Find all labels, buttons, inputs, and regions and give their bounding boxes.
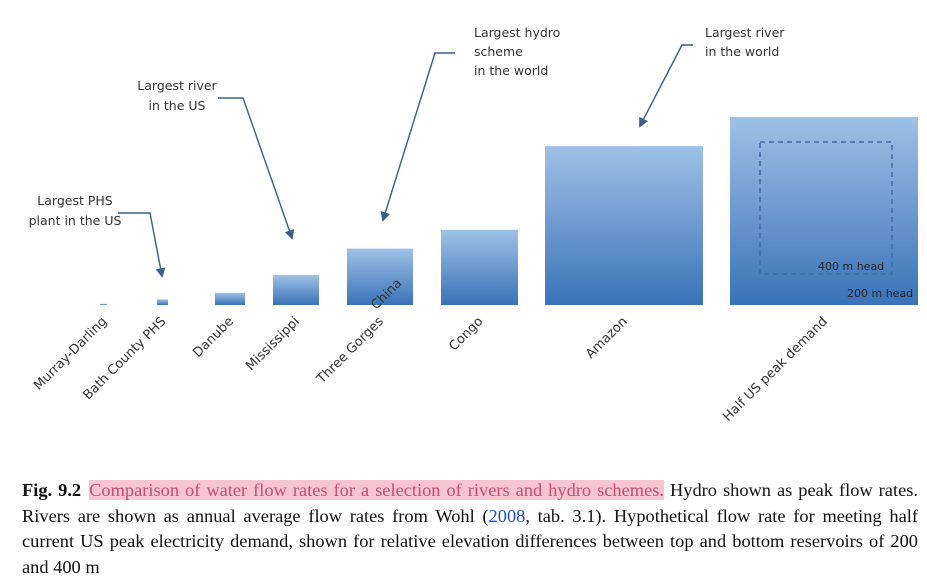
annotation-text: in the world xyxy=(474,63,548,78)
label-200m-head: 200 m head xyxy=(847,287,913,300)
figure-caption: Fig. 9.2 Comparison of water flow rates f… xyxy=(22,478,918,580)
reference-link[interactable]: 2008 xyxy=(488,505,526,526)
inner-400m-head-box xyxy=(759,141,893,275)
annotation-mississippi: Largest river in the US xyxy=(137,78,295,240)
annotation-arrow xyxy=(639,44,693,128)
annotation-arrow xyxy=(218,97,295,240)
annotation-text: plant in the US xyxy=(29,213,122,228)
bar-amazon xyxy=(545,146,703,305)
category-label-congo: Congo xyxy=(446,314,486,354)
bar-mississippi xyxy=(273,274,319,305)
annotation-arrow xyxy=(380,52,455,222)
label-400m-head: 400 m head xyxy=(818,260,884,273)
annotation-text: Largest river xyxy=(137,78,217,93)
annotation-arrow xyxy=(118,212,166,278)
bar-bath-county-phs xyxy=(157,299,168,305)
annotation-text: Largest hydro xyxy=(474,25,560,40)
annotation-amazon: Largest river in the world xyxy=(639,25,785,128)
caption-text-1: Hydro shown as peak flow rates. Rivers a… xyxy=(22,480,918,526)
annotation-bath-county-phs: Largest PHS plant in the US xyxy=(29,193,166,278)
annotation-text: in the world xyxy=(705,44,779,59)
bar-murray-darling xyxy=(100,303,107,305)
bar-danube xyxy=(215,292,245,305)
annotation-text: in the US xyxy=(149,98,206,113)
caption-highlight: Comparison of water flow rates for a sel… xyxy=(89,480,664,500)
caption-text-2: , tab. 3.1). Hypothetical flow rate for … xyxy=(22,505,918,577)
annotation-text: scheme xyxy=(474,44,523,59)
category-label-danube: Danube xyxy=(190,314,236,360)
annotation-three-gorges-china: Largest hydro scheme in the world xyxy=(380,25,560,222)
bar-three-gorges-china xyxy=(347,248,413,305)
bar-congo xyxy=(441,229,518,305)
annotation-text: Largest PHS xyxy=(37,193,112,208)
category-label-amazon: Amazon xyxy=(583,314,631,362)
category-label-mississippi: Mississippi xyxy=(243,314,303,374)
bar-half-us-peak-demand xyxy=(730,117,918,305)
figure-label: Fig. 9.2 xyxy=(22,480,82,500)
annotation-text: Largest river xyxy=(705,25,785,40)
category-label-half-us-peak-demand: Half US peak demand xyxy=(720,314,830,424)
